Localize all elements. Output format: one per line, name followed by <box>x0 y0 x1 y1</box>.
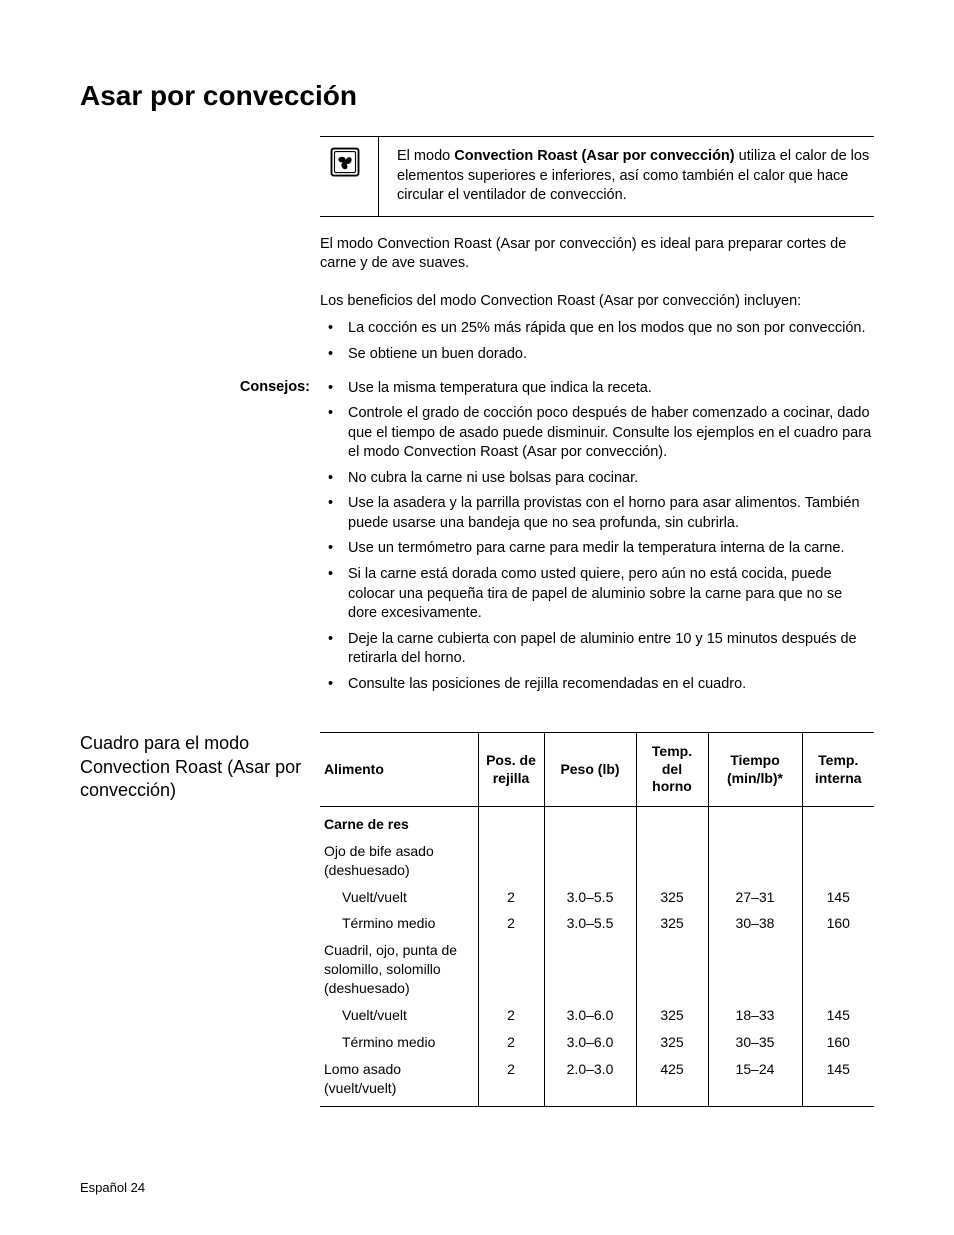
table-row: Lomo asado (vuelt/vuelt)22.0–3.042515–24… <box>320 1056 874 1106</box>
table-cell: 325 <box>636 884 708 911</box>
table-cell: 2 <box>478 1002 544 1029</box>
table-cell: 425 <box>636 1056 708 1106</box>
table-cell <box>478 806 544 837</box>
tips-label: Consejos: <box>80 379 320 395</box>
table-cell: Vuelt/vuelt <box>320 1002 478 1029</box>
table-section: Cuadro para el modo Convection Roast (As… <box>80 732 874 1106</box>
benefit-item: La cocción es un 25% más rápida que en l… <box>320 319 874 339</box>
tip-item: Si la carne está dorada como usted quier… <box>320 565 874 624</box>
tip-item: Use un termómetro para carne para medir … <box>320 539 874 559</box>
intro-box: El modo Convection Roast (Asar por conve… <box>320 136 874 217</box>
tips-body: Use la misma temperatura que indica la r… <box>320 379 874 709</box>
table-cell: 325 <box>636 910 708 937</box>
table-header: Temp. interna <box>802 733 874 807</box>
table-cell <box>802 838 874 884</box>
table-cell: Vuelt/vuelt <box>320 884 478 911</box>
table-cell: 30–38 <box>708 910 802 937</box>
table-cell: Término medio <box>320 910 478 937</box>
tip-item: No cubra la carne ni use bolsas para coc… <box>320 469 874 489</box>
table-header: Temp. del horno <box>636 733 708 807</box>
tips-list: Use la misma temperatura que indica la r… <box>320 379 874 695</box>
table-cell <box>636 806 708 837</box>
table-cell: 2.0–3.0 <box>544 1056 636 1106</box>
table-cell: 3.0–5.5 <box>544 910 636 937</box>
intro-block: El modo Convection Roast (Asar por conve… <box>320 136 874 365</box>
table-cell: Cuadril, ojo, punta de solomillo, solomi… <box>320 937 478 1002</box>
table-cell: 145 <box>802 1056 874 1106</box>
table-label: Cuadro para el modo Convection Roast (As… <box>80 732 320 802</box>
table-cell: 2 <box>478 910 544 937</box>
table-cell: 2 <box>478 884 544 911</box>
table-header: Pos. de rejilla <box>478 733 544 807</box>
table-row: Cuadril, ojo, punta de solomillo, solomi… <box>320 937 874 1002</box>
table-cell: 145 <box>802 884 874 911</box>
table-cell <box>478 838 544 884</box>
tip-item: Use la asadera y la parrilla provistas c… <box>320 494 874 533</box>
table-cell: 160 <box>802 910 874 937</box>
tip-item: Use la misma temperatura que indica la r… <box>320 379 874 399</box>
roast-table: AlimentoPos. de rejillaPeso (lb)Temp. de… <box>320 732 874 1106</box>
tip-item: Deje la carne cubierta con papel de alum… <box>320 630 874 669</box>
table-cell: 2 <box>478 1056 544 1106</box>
table-cell <box>636 937 708 1002</box>
table-cell: 18–33 <box>708 1002 802 1029</box>
table-cell: Término medio <box>320 1029 478 1056</box>
table-cell: 160 <box>802 1029 874 1056</box>
table-row: Ojo de bife asado (deshuesado) <box>320 838 874 884</box>
table-cell <box>544 806 636 837</box>
table-header: Tiempo (min/lb)* <box>708 733 802 807</box>
intro-mode-name: Convection Roast (Asar por convección) <box>454 148 734 164</box>
table-cell <box>708 838 802 884</box>
table-cell: Carne de res <box>320 806 478 837</box>
page-title: Asar por convección <box>80 80 874 112</box>
paragraph-benefits-lead: Los beneficios del modo Convection Roast… <box>320 292 874 312</box>
table-cell: 27–31 <box>708 884 802 911</box>
table-row: Vuelt/vuelt23.0–5.532527–31145 <box>320 884 874 911</box>
table-cell: 15–24 <box>708 1056 802 1106</box>
table-cell <box>802 806 874 837</box>
table-cell: 3.0–6.0 <box>544 1002 636 1029</box>
table-cell: Lomo asado (vuelt/vuelt) <box>320 1056 478 1106</box>
table-cell: 3.0–5.5 <box>544 884 636 911</box>
benefits-list: La cocción es un 25% más rápida que en l… <box>320 319 874 364</box>
tip-item: Controle el grado de cocción poco despué… <box>320 404 874 463</box>
table-cell: 3.0–6.0 <box>544 1029 636 1056</box>
intro-prefix: El modo <box>397 148 454 164</box>
intro-icon-cell <box>320 137 379 216</box>
table-cell <box>478 937 544 1002</box>
tips-section: Consejos: Use la misma temperatura que i… <box>80 379 874 709</box>
table-cell <box>544 838 636 884</box>
table-row: Término medio23.0–5.532530–38160 <box>320 910 874 937</box>
table-row: Término medio23.0–6.032530–35160 <box>320 1029 874 1056</box>
page-footer: Español 24 <box>80 1180 145 1195</box>
table-cell <box>544 937 636 1002</box>
table-cell: 325 <box>636 1002 708 1029</box>
benefit-item: Se obtiene un buen dorado. <box>320 345 874 365</box>
table-cell <box>708 806 802 837</box>
table-cell: 2 <box>478 1029 544 1056</box>
table-header: Alimento <box>320 733 478 807</box>
paragraph-ideal: El modo Convection Roast (Asar por conve… <box>320 235 874 274</box>
page: Asar por convección El modo Convection R… <box>0 0 954 1235</box>
table-row: Carne de res <box>320 806 874 837</box>
convection-fan-icon <box>330 147 360 177</box>
table-cell <box>636 838 708 884</box>
table-row: Vuelt/vuelt23.0–6.032518–33145 <box>320 1002 874 1029</box>
table-cell <box>708 937 802 1002</box>
table-cell <box>802 937 874 1002</box>
table-header: Peso (lb) <box>544 733 636 807</box>
intro-text: El modo Convection Roast (Asar por conve… <box>379 137 874 216</box>
table-cell: 145 <box>802 1002 874 1029</box>
tip-item: Consulte las posiciones de rejilla recom… <box>320 675 874 695</box>
table-cell: 325 <box>636 1029 708 1056</box>
table-cell: 30–35 <box>708 1029 802 1056</box>
table-cell: Ojo de bife asado (deshuesado) <box>320 838 478 884</box>
